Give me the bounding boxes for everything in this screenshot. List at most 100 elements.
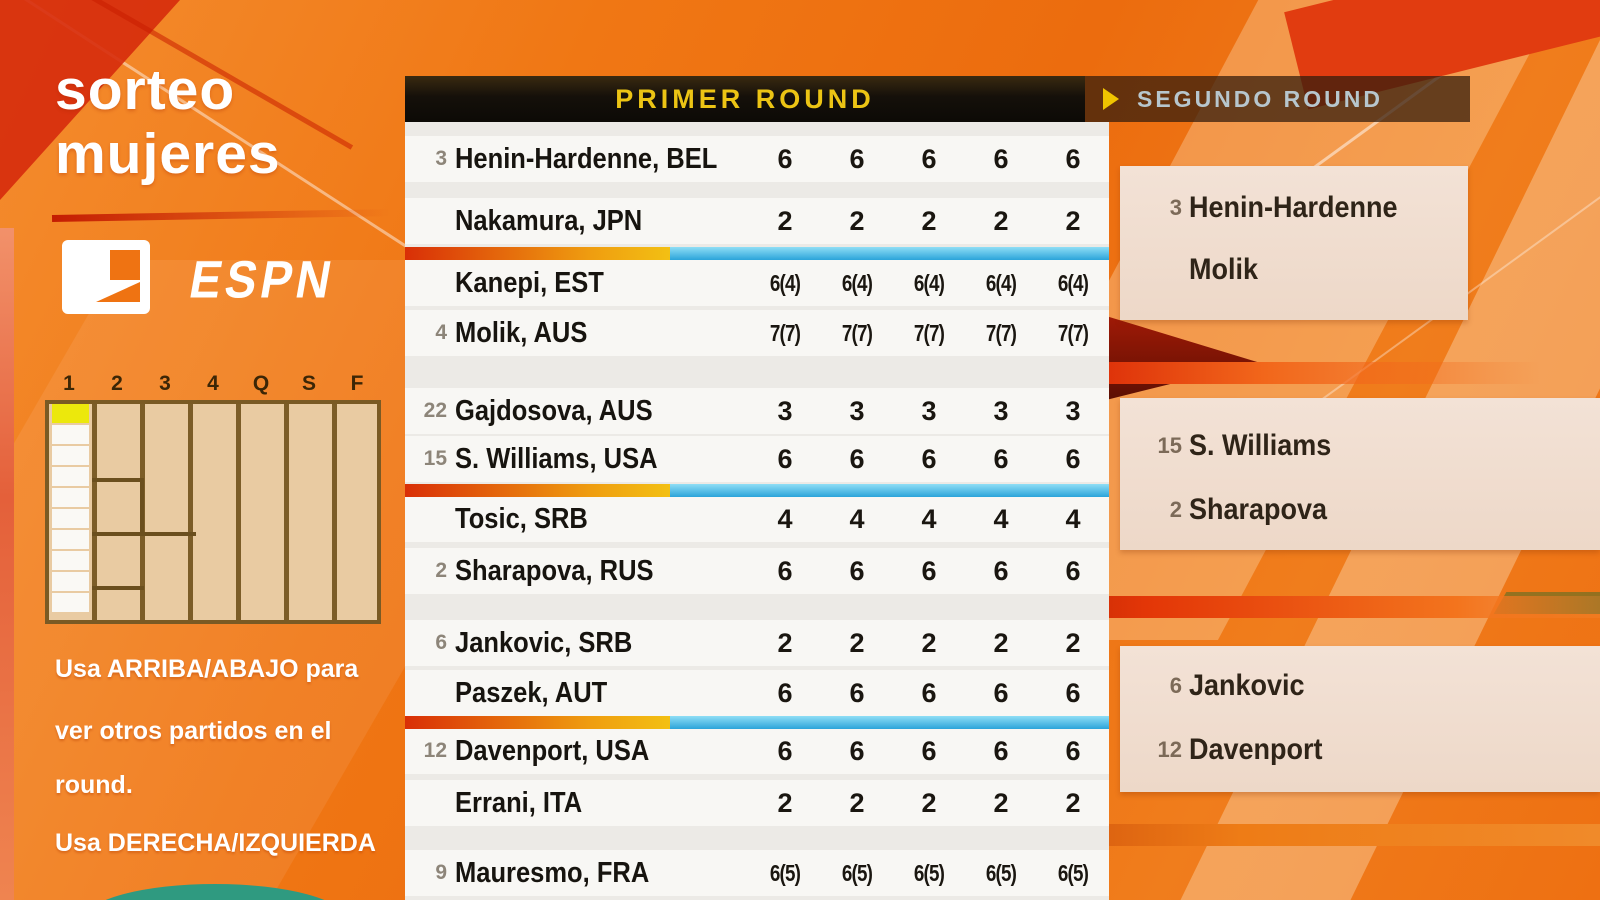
round-label: 4 [207, 372, 219, 395]
second-round-block: 6 Jankovic 12 Davenport [1120, 646, 1600, 792]
tab-primer-round-label: PRIMER ROUND [615, 83, 875, 114]
instruction-line: ver otros partidos en el [55, 717, 332, 745]
score-columns: 6(5) 6(5) 6(5) 6(5) 6(5) [749, 850, 1109, 896]
score-cell: 6 [921, 677, 937, 708]
score-columns: 2 2 2 2 2 [749, 620, 1109, 666]
player-name: Jankovic, SRB [455, 626, 633, 659]
score-cell: 2 [849, 787, 865, 818]
score-cell: 6 [849, 677, 865, 708]
player-name: Sharapova [1189, 493, 1328, 526]
player-row[interactable]: Kanepi, EST 6(4) 6(4) 6(4) 6(4) 6(4) [405, 260, 1109, 306]
player-seed: 2 [435, 559, 447, 582]
bracket-grid [45, 400, 381, 624]
score-cell: 6(5) [841, 859, 873, 886]
score-cell: 6(5) [1057, 859, 1089, 886]
player-row[interactable]: 2 Sharapova, RUS 6 6 6 6 6 [405, 548, 1109, 594]
title-underline [51, 209, 391, 222]
second-round-entry: 6 Jankovic [1138, 668, 1317, 704]
player-name: S. Williams [1189, 429, 1332, 462]
score-cell: 2 [849, 205, 865, 236]
score-cell: 7(7) [841, 319, 873, 346]
player-seed: 6 [435, 631, 447, 654]
bracket-column-separator [332, 404, 337, 620]
player-name: Henin-Hardenne, BEL [455, 142, 718, 175]
score-cell: 6 [777, 677, 793, 708]
score-cell: 6(5) [985, 859, 1017, 886]
tab-segundo-round[interactable]: SEGUNDO ROUND [1085, 76, 1470, 122]
player-row[interactable]: 12 Davenport, USA 6 6 6 6 6 [405, 728, 1109, 774]
score-cell: 2 [777, 205, 793, 236]
round-label: S [301, 372, 316, 395]
espn-logo: ESPN [185, 249, 340, 309]
score-cell: 6 [993, 555, 1009, 586]
partial-logo-shape [85, 884, 345, 900]
player-name: Paszek, AUT [455, 676, 608, 709]
score-cell: 6(4) [913, 269, 945, 296]
score-cell: 3 [849, 395, 865, 426]
second-round-block: 15 S. Williams 2 Sharapova [1120, 398, 1600, 550]
score-columns: 2 2 2 2 2 [749, 198, 1109, 244]
match-divider-right [670, 716, 1109, 729]
player-name: Davenport [1189, 733, 1323, 766]
score-cell: 6 [777, 443, 793, 474]
player-row[interactable]: 6 Jankovic, SRB 2 2 2 2 2 [405, 620, 1109, 666]
match-divider [405, 484, 1109, 497]
channel-logo [62, 240, 150, 314]
score-cell: 6 [1065, 555, 1081, 586]
score-columns: 6 6 6 6 6 [749, 548, 1109, 594]
match-divider-left [405, 716, 670, 729]
second-round-entry: Molik [1138, 252, 1266, 288]
player-row[interactable]: Nakamura, JPN 2 2 2 2 2 [405, 198, 1109, 244]
score-cell: 2 [993, 627, 1009, 658]
player-name: Mauresmo, FRA [455, 856, 650, 889]
score-cell: 6 [1065, 735, 1081, 766]
score-cell: 3 [993, 395, 1009, 426]
player-row[interactable]: Paszek, AUT 6 6 6 6 6 [405, 670, 1109, 716]
second-round-block: 3 Henin-Hardenne Molik [1120, 166, 1468, 320]
player-row[interactable]: Errani, ITA 2 2 2 2 2 [405, 780, 1109, 826]
player-seed: 3 [1169, 195, 1182, 220]
match-divider [405, 247, 1109, 260]
channel-logo-notch [96, 282, 140, 302]
score-cell: 3 [777, 395, 793, 426]
page-title-line1: sorteo [55, 58, 236, 122]
bracket-cell [52, 530, 89, 549]
second-round-entry: 3 Henin-Hardenne [1138, 190, 1421, 226]
bracket-column-separator [236, 404, 241, 620]
player-row[interactable]: Tosic, SRB 4 4 4 4 4 [405, 496, 1109, 542]
bracket-line [92, 478, 144, 482]
bracket-column-separator [92, 404, 97, 620]
score-cell: 6(4) [841, 269, 873, 296]
score-cell: 6 [777, 735, 793, 766]
player-row[interactable]: 4 Molik, AUS 7(7) 7(7) 7(7) 7(7) 7(7) [405, 310, 1109, 356]
score-columns: 3 3 3 3 3 [749, 388, 1109, 434]
player-name: Gajdosova, AUS [455, 394, 653, 427]
round-label: F [350, 372, 364, 395]
score-cell: 6 [777, 555, 793, 586]
player-row[interactable]: 22 Gajdosova, AUS 3 3 3 3 3 [405, 388, 1109, 434]
tab-primer-round[interactable]: PRIMER ROUND [405, 76, 1085, 122]
score-cell: 4 [993, 503, 1009, 534]
score-cell: 6 [1065, 443, 1081, 474]
player-row[interactable]: 15 S. Williams, USA 6 6 6 6 6 [405, 436, 1109, 482]
score-cell: 4 [777, 503, 793, 534]
bracket-column-separator [188, 404, 193, 620]
score-cell: 6 [849, 443, 865, 474]
round-progress-bracket: 1 2 3 4 Q S F [45, 372, 385, 624]
player-row[interactable]: 9 Mauresmo, FRA 6(5) 6(5) 6(5) 6(5) 6(5) [405, 850, 1109, 896]
player-row[interactable]: 3 Henin-Hardenne, BEL 6 6 6 6 6 [405, 136, 1109, 182]
score-cell: 6 [849, 735, 865, 766]
bracket-cell [52, 551, 89, 570]
edge-strip [0, 228, 14, 900]
channel-logo-notch [110, 250, 140, 280]
score-cell: 3 [1065, 395, 1081, 426]
score-cell: 7(7) [913, 319, 945, 346]
score-columns: 6 6 6 6 6 [749, 436, 1109, 482]
match-divider-right [670, 247, 1109, 260]
score-cell: 6 [849, 143, 865, 174]
score-cell: 6 [777, 143, 793, 174]
player-name: Kanepi, EST [455, 266, 604, 299]
score-cell: 3 [921, 395, 937, 426]
player-name: Molik [1189, 253, 1259, 286]
